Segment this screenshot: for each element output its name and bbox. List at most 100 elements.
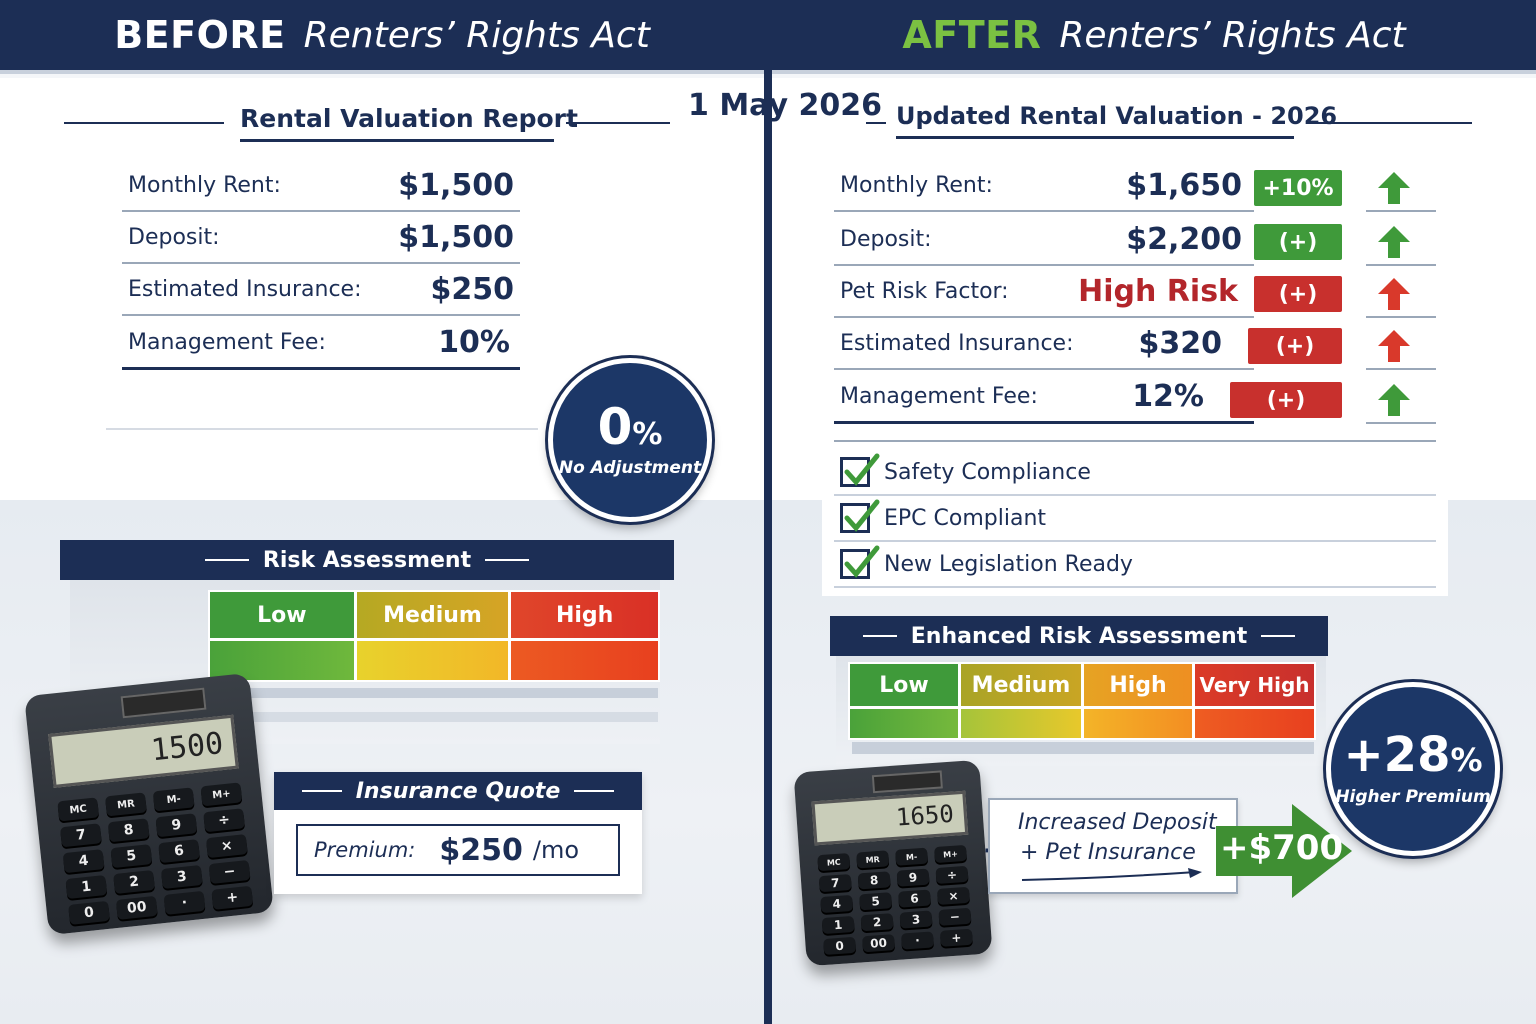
before-risk-scale: Low Medium High [208, 590, 660, 682]
calculator-key: MC [57, 797, 100, 822]
row-underline [1366, 368, 1436, 370]
risk-level-very-high: Very High [1195, 664, 1314, 738]
badge-caption: No Adjustment [558, 458, 702, 478]
row-value: $1,500 [398, 167, 514, 203]
checklist-item: EPC Compliant [834, 496, 1436, 542]
calculator-key: MR [856, 850, 890, 869]
before-row-deposit: Deposit: $1,500 [122, 212, 520, 264]
row-label: Deposit: [840, 226, 932, 252]
calculator-key: × [205, 834, 248, 859]
calculator-key: 6 [898, 889, 932, 908]
after-row-insurance: Estimated Insurance: $320 [834, 318, 1254, 370]
row-underline [1366, 422, 1436, 424]
solar-panel [120, 687, 207, 719]
premium-field: Premium: $250 /mo [296, 824, 620, 876]
before-calculator: 1500 MC MR M- M+ 7 8 9 ÷ 4 5 6 × 1 2 3−0 00 · + [24, 672, 274, 936]
calculator-key: 9 [155, 813, 198, 838]
calculator-key: 1 [65, 874, 108, 900]
solar-panel [871, 770, 943, 794]
insurance-quote-title-bar: Insurance Quote [274, 772, 642, 810]
divider [106, 428, 538, 430]
before-risk-title-bar: Risk Assessment [60, 540, 674, 580]
checkbox-checked-icon [840, 453, 880, 487]
row-value: 10% [438, 325, 510, 360]
title-rule [866, 122, 886, 124]
calculator-key: + [939, 928, 973, 947]
row-value: $1,500 [398, 219, 514, 255]
calculator-key: 4 [62, 849, 105, 874]
calculator-key: 1 [821, 915, 855, 935]
row-label: Deposit: [128, 224, 220, 250]
checklist-item: New Legislation Ready [834, 542, 1436, 588]
calculator-key: 6 [158, 839, 201, 864]
scale-shadow [222, 712, 658, 722]
calculator-key: 5 [110, 844, 153, 869]
increase-amount: +$700 [1220, 828, 1344, 868]
scale-shadow [218, 688, 658, 698]
row-label: Monthly Rent: [128, 172, 281, 198]
after-row-deposit: Deposit: $2,200 [834, 214, 1254, 266]
badge-value: +28% [1343, 727, 1483, 783]
change-tag: (+) [1230, 382, 1342, 418]
title-rule [64, 122, 224, 124]
calculator-key: 2 [113, 869, 156, 895]
risk-level-medium: Medium [961, 664, 1084, 738]
higher-premium-badge: +28% Higher Premium [1326, 682, 1500, 856]
risk-level-low: Low [210, 592, 357, 680]
note-line-1: Increased Deposit [1018, 810, 1217, 835]
row-label: Estimated Insurance: [840, 330, 1074, 356]
calculator-key: 0 [68, 900, 110, 925]
note-line-2: + Pet Insurance [1020, 840, 1196, 865]
center-divider [764, 0, 772, 1024]
checklist-item: Safety Compliance [834, 450, 1436, 496]
calculator-key: 3 [899, 910, 933, 929]
calculator-key: 00 [115, 895, 158, 920]
calculator-key: M- [152, 787, 195, 812]
row-value: 12% [1132, 379, 1204, 414]
row-label: Estimated Insurance: [128, 276, 362, 302]
row-value: High Risk [1078, 273, 1238, 309]
up-arrow-icon [1378, 226, 1410, 258]
calculator-key: 8 [857, 871, 891, 890]
row-value: $2,200 [1126, 221, 1242, 257]
calculator-key: · [900, 931, 934, 950]
calculator-key: × [936, 886, 970, 905]
calculator-key: ÷ [203, 808, 246, 833]
after-row-monthly-rent: Monthly Rent: $1,650 [834, 160, 1254, 212]
increase-note-card: Increased Deposit + Pet Insurance [988, 798, 1238, 894]
row-label: Management Fee: [128, 330, 326, 355]
row-label: Monthly Rent: [840, 172, 993, 198]
premium-value: $250 [439, 832, 523, 868]
after-word: AFTER [902, 13, 1042, 57]
risk-level-high: High [511, 592, 658, 680]
row-underline [1366, 210, 1436, 212]
row-underline [1366, 264, 1436, 266]
checkbox-checked-icon [840, 545, 880, 579]
risk-level-low: Low [850, 664, 962, 738]
checklist-label: EPC Compliant [884, 505, 1047, 531]
title-rule [566, 122, 670, 124]
after-row-pet-risk-factor: Pet Risk Factor: High Risk [834, 266, 1254, 318]
risk-level-medium: Medium [356, 592, 512, 680]
change-tag: (+) [1254, 276, 1342, 312]
calculator-key: MC [817, 853, 851, 872]
divider [834, 440, 1436, 442]
before-act-title: Renters’ Rights Act [303, 14, 650, 56]
row-value: $250 [430, 271, 515, 307]
badge-caption: Higher Premium [1335, 787, 1491, 807]
after-risk-title-bar: Enhanced Risk Assessment [830, 616, 1328, 656]
risk-title: Risk Assessment [262, 547, 472, 573]
row-value: $1,650 [1126, 167, 1242, 203]
checklist-label: Safety Compliance [884, 459, 1091, 485]
before-row-insurance: Estimated Insurance: $250 [122, 264, 520, 316]
row-label: Management Fee: [840, 384, 1038, 409]
calculator-key: 0 [823, 936, 857, 956]
row-underline [1366, 316, 1436, 318]
risk-level-high: High [1084, 664, 1196, 738]
checklist-card [822, 446, 1448, 596]
calculator-key: 7 [818, 873, 852, 893]
before-report-title: Rental Valuation Report [240, 104, 578, 142]
calculator-key: M- [895, 847, 929, 866]
premium-label: Premium: [314, 838, 416, 862]
up-arrow-icon [1378, 278, 1410, 310]
